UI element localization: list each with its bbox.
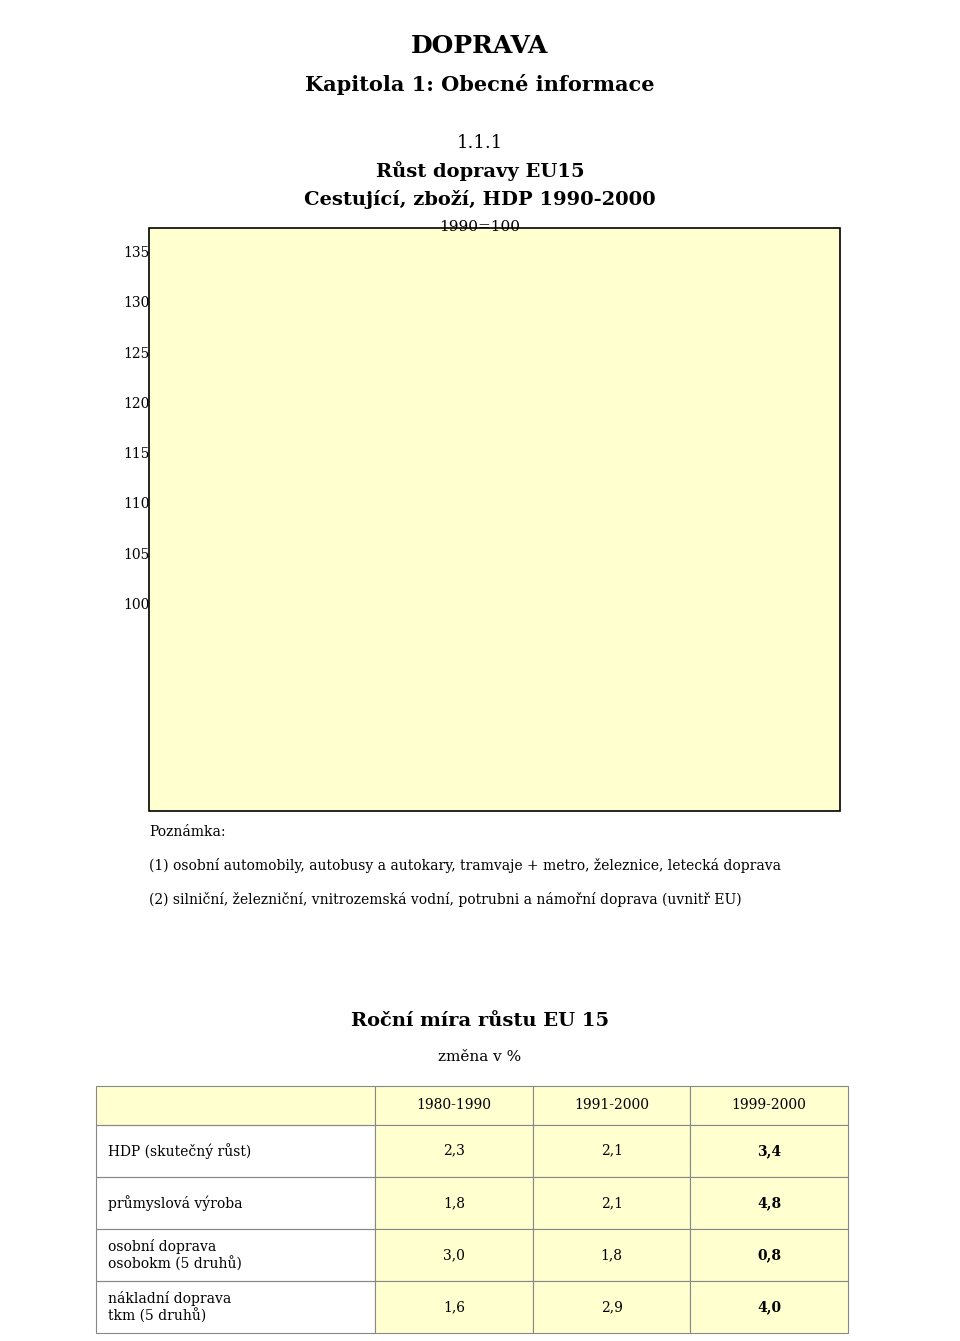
Bar — [375, 1281, 533, 1333]
Text: 2,1: 2,1 — [601, 1196, 623, 1210]
Bar — [96, 1125, 375, 1177]
Text: 0,8: 0,8 — [757, 1248, 781, 1262]
Bar — [533, 1086, 690, 1125]
Text: změna v %: změna v % — [439, 1050, 521, 1063]
Text: (1) osobní automobily, autobusy a autokary, tramvaje + metro, železnice, letecká: (1) osobní automobily, autobusy a autoka… — [149, 858, 780, 873]
Text: 1,8: 1,8 — [444, 1196, 466, 1210]
Text: 2,1: 2,1 — [601, 1144, 623, 1157]
Bar — [96, 1177, 375, 1228]
Text: 4,8: 4,8 — [757, 1196, 781, 1210]
Text: 2,3: 2,3 — [444, 1144, 465, 1157]
Text: Roční míra růstu EU 15: Roční míra růstu EU 15 — [351, 1012, 609, 1030]
Text: 3,0: 3,0 — [444, 1248, 465, 1262]
Text: 1991-2000: 1991-2000 — [574, 1098, 649, 1113]
Text: 3,4: 3,4 — [757, 1144, 781, 1157]
Text: Poznámka:: Poznámka: — [149, 825, 226, 838]
Bar — [690, 1086, 848, 1125]
Text: Cestující (1) (osobokm): Cestující (1) (osobokm) — [340, 661, 503, 676]
Text: HDP (ve stálých cenách): HDP (ve stálých cenách) — [340, 770, 513, 786]
Text: Růst dopravy EU15: Růst dopravy EU15 — [375, 161, 585, 181]
Text: 4,0: 4,0 — [757, 1299, 781, 1314]
Text: 1980-1990: 1980-1990 — [417, 1098, 492, 1113]
Bar — [690, 1281, 848, 1333]
Text: Kapitola 1: Obecné informace: Kapitola 1: Obecné informace — [305, 74, 655, 95]
Bar — [533, 1125, 690, 1177]
Bar — [375, 1125, 533, 1177]
Text: (2) silniční, železniční, vnitrozemská vodní, potrubni a námořní doprava (uvnitř: (2) silniční, železniční, vnitrozemská v… — [149, 892, 741, 907]
Bar — [533, 1281, 690, 1333]
Bar — [375, 1228, 533, 1281]
Bar — [96, 1228, 375, 1281]
Text: 1,8: 1,8 — [601, 1248, 623, 1262]
Text: Cestující, zboží, HDP 1990-2000: Cestující, zboží, HDP 1990-2000 — [304, 190, 656, 209]
Text: 2,9: 2,9 — [601, 1299, 622, 1314]
Text: HDP (skutečný růst): HDP (skutečný růst) — [108, 1143, 252, 1159]
Text: 1999-2000: 1999-2000 — [732, 1098, 806, 1113]
Text: osobní doprava
osobokm (5 druhů): osobní doprava osobokm (5 druhů) — [108, 1239, 242, 1271]
Bar — [690, 1125, 848, 1177]
Bar — [690, 1177, 848, 1228]
Bar — [375, 1086, 533, 1125]
Text: 1.1.1: 1.1.1 — [457, 134, 503, 152]
Text: 1990=100: 1990=100 — [440, 220, 520, 233]
Text: průmyslová výroba: průmyslová výroba — [108, 1195, 242, 1211]
Text: nákladní doprava
tkm (5 druhů): nákladní doprava tkm (5 druhů) — [108, 1290, 231, 1324]
Bar — [96, 1281, 375, 1333]
Bar — [533, 1228, 690, 1281]
Bar — [533, 1177, 690, 1228]
Bar — [375, 1177, 533, 1228]
Bar — [690, 1228, 848, 1281]
Bar — [96, 1086, 375, 1125]
Text: Zboží (2) (tkm): Zboží (2) (tkm) — [340, 716, 444, 731]
Text: 1,6: 1,6 — [444, 1299, 466, 1314]
Text: DOPRAVA: DOPRAVA — [411, 34, 549, 58]
